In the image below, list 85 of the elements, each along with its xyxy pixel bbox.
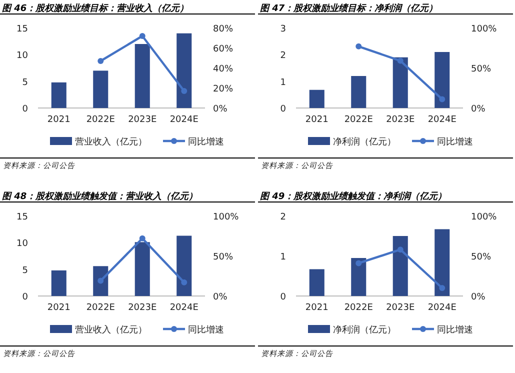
point bbox=[356, 43, 362, 50]
y-tick-label: 0 bbox=[22, 292, 28, 302]
point bbox=[139, 33, 146, 39]
bar bbox=[93, 266, 108, 296]
y-tick-label: 2 bbox=[280, 51, 286, 62]
y-tick-label: 1 bbox=[280, 252, 286, 262]
y-tick-label: 5 bbox=[22, 78, 28, 88]
legend-label: 同比增速 bbox=[437, 324, 473, 336]
y-tick-label: 2 bbox=[280, 212, 286, 222]
x-tick-label: 2024E bbox=[428, 303, 457, 313]
bar bbox=[434, 229, 450, 296]
point bbox=[397, 246, 404, 253]
bar bbox=[434, 52, 450, 108]
point bbox=[139, 235, 146, 242]
y-tick-label: 0 bbox=[22, 104, 28, 114]
point bbox=[98, 278, 104, 284]
y2-tick-label: 40% bbox=[213, 64, 234, 74]
bar bbox=[176, 33, 192, 108]
bar bbox=[351, 76, 366, 108]
y2-tick-label: 50% bbox=[471, 64, 492, 74]
legend-label: 净利润（亿元） bbox=[333, 324, 396, 336]
chart-title: 图 48：股权激励业绩触发值：营业收入（亿元） bbox=[2, 191, 198, 202]
chart-title: 图 46：股权激励业绩目标：营业收入（亿元） bbox=[2, 3, 189, 14]
x-tick-label: 2024E bbox=[170, 115, 199, 125]
x-tick-label: 2022E bbox=[86, 303, 116, 313]
x-tick-label: 2021 bbox=[47, 115, 70, 125]
point bbox=[397, 58, 404, 64]
bar bbox=[134, 242, 150, 296]
y2-tick-label: 0% bbox=[213, 292, 228, 302]
bar bbox=[392, 57, 408, 108]
y2-tick-label: 60% bbox=[213, 44, 234, 54]
y2-tick-label: 50% bbox=[213, 252, 234, 262]
x-tick-label: 2024E bbox=[428, 115, 457, 125]
x-tick-label: 2023E bbox=[386, 115, 415, 125]
point bbox=[181, 279, 188, 286]
y-tick-label: 1 bbox=[280, 78, 286, 88]
legend-label: 净利润（亿元） bbox=[333, 136, 396, 148]
x-tick-label: 2021 bbox=[305, 303, 328, 313]
y-tick-label: 15 bbox=[16, 212, 28, 222]
x-tick-label: 2021 bbox=[47, 303, 70, 313]
bar bbox=[51, 270, 66, 296]
x-tick-label: 2023E bbox=[386, 303, 415, 313]
legend-label: 营业收入（亿元） bbox=[75, 136, 147, 148]
y-tick-label: 15 bbox=[16, 24, 28, 34]
x-tick-label: 2021 bbox=[305, 115, 328, 125]
point bbox=[98, 58, 104, 64]
x-tick-label: 2022E bbox=[344, 303, 374, 313]
bar bbox=[134, 44, 150, 108]
x-tick-label: 2023E bbox=[128, 303, 157, 313]
x-tick-label: 2023E bbox=[128, 115, 157, 125]
y-tick-label: 5 bbox=[22, 266, 28, 276]
x-tick-label: 2022E bbox=[344, 115, 374, 125]
y-tick-label: 3 bbox=[280, 24, 286, 34]
x-tick-label: 2024E bbox=[170, 303, 199, 313]
point bbox=[439, 96, 446, 102]
y2-tick-label: 0% bbox=[471, 104, 486, 114]
y2-tick-label: 20% bbox=[213, 84, 234, 94]
point bbox=[439, 285, 446, 291]
bar bbox=[51, 82, 66, 108]
y2-tick-label: 100% bbox=[213, 212, 240, 222]
legend-label: 营业收入（亿元） bbox=[75, 324, 147, 336]
y2-tick-label: 0% bbox=[213, 104, 228, 114]
y-tick-label: 10 bbox=[16, 239, 28, 250]
y2-tick-label: 100% bbox=[471, 212, 498, 222]
x-tick-label: 2022E bbox=[86, 115, 116, 125]
bar bbox=[309, 269, 324, 296]
bar bbox=[309, 90, 324, 108]
y2-tick-label: 0% bbox=[471, 292, 486, 302]
y2-tick-label: 80% bbox=[213, 24, 234, 34]
point bbox=[181, 88, 188, 94]
bar bbox=[351, 258, 366, 296]
bar bbox=[93, 70, 108, 108]
y-tick-label: 0 bbox=[280, 292, 286, 302]
y-tick-label: 10 bbox=[16, 51, 28, 62]
legend-label: 同比增速 bbox=[437, 136, 473, 148]
legend-label: 同比增速 bbox=[188, 136, 224, 148]
y2-tick-label: 50% bbox=[471, 252, 492, 262]
y-tick-label: 0 bbox=[280, 104, 286, 114]
point bbox=[356, 260, 362, 266]
y2-tick-label: 100% bbox=[471, 24, 498, 34]
bar bbox=[176, 236, 192, 296]
chart-title: 图 47：股权激励业绩目标：净利润（亿元） bbox=[260, 3, 438, 14]
legend-label: 同比增速 bbox=[188, 324, 224, 336]
chart-title: 图 49：股权激励业绩触发值：净利润（亿元） bbox=[260, 191, 447, 202]
bar bbox=[392, 236, 408, 296]
